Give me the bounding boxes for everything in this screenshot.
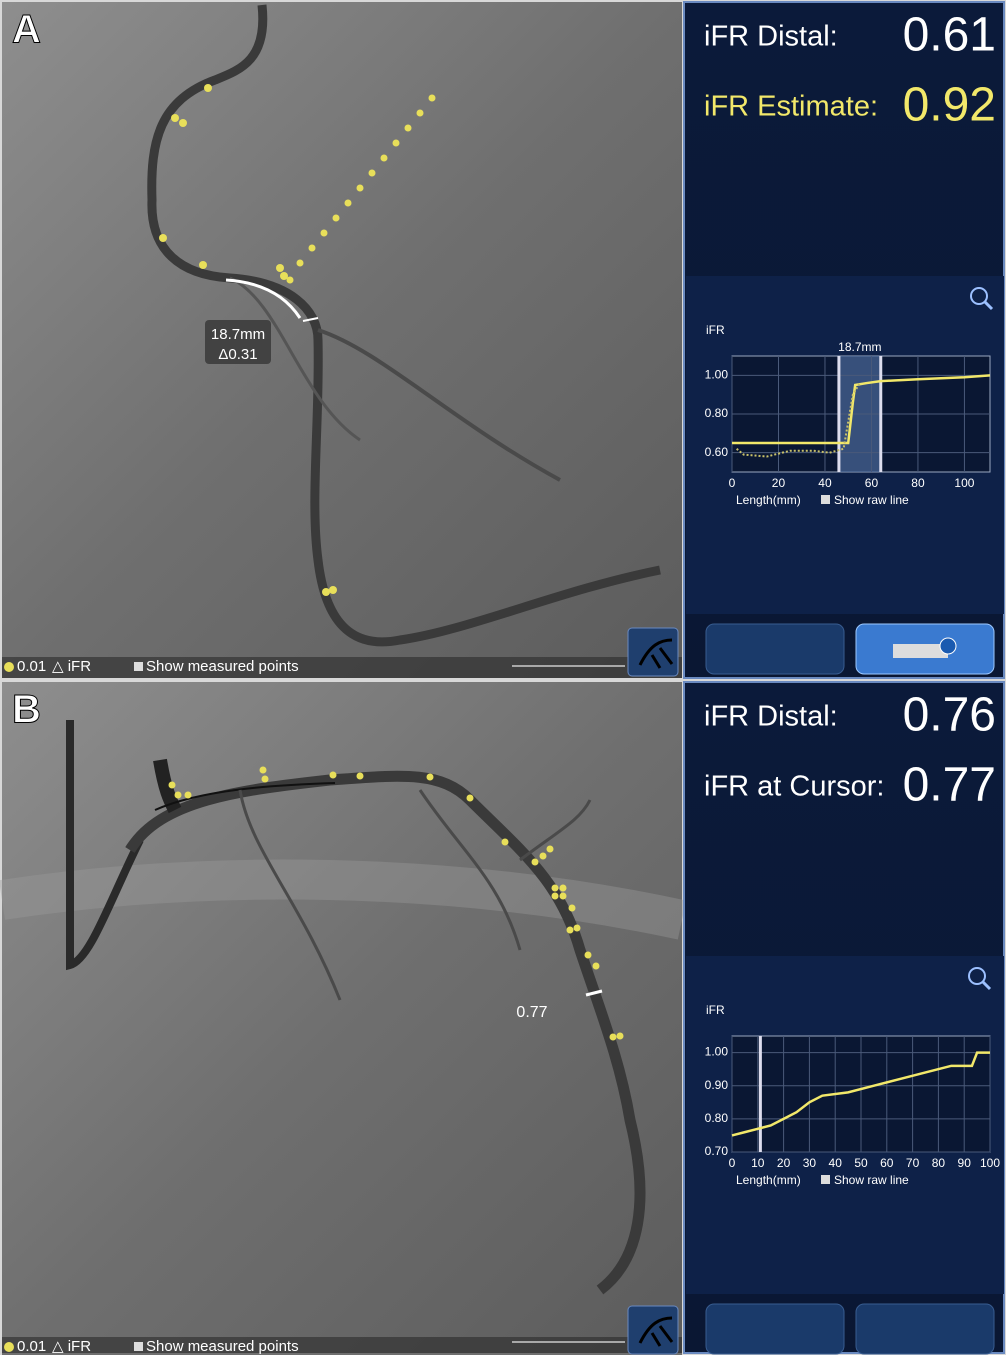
x-tick-label: 80	[911, 476, 925, 490]
metric-value: 0.92	[903, 79, 996, 132]
legend-value: 0.01	[17, 658, 46, 675]
measure-delta: Δ0.31	[218, 346, 257, 363]
metric-value: 0.61	[903, 9, 996, 62]
angiogram-a	[2, 2, 682, 678]
x-axis-label: Length(mm)	[736, 1173, 801, 1187]
legend-value: 0.01	[17, 1338, 46, 1355]
x-tick-label: 20	[772, 476, 786, 490]
x-tick-label: 10	[751, 1156, 765, 1170]
metric-label: iFR Distal:	[704, 21, 838, 53]
y-axis-label: iFR	[706, 323, 725, 337]
y-tick-label: 0.80	[705, 1111, 729, 1125]
y-tick-label: 1.00	[705, 368, 729, 382]
raw-toggle: Show raw line	[834, 1173, 909, 1187]
x-tick-label: 20	[777, 1156, 791, 1170]
x-tick-label: 100	[980, 1156, 1000, 1170]
cursor-value: 0.77	[516, 1004, 547, 1021]
y-tick-label: 0.70	[705, 1144, 729, 1158]
metric-label: iFR at Cursor:	[704, 771, 884, 803]
button[interactable]	[855, 1303, 995, 1355]
x-tick-label: 30	[803, 1156, 817, 1170]
x-tick-label: 50	[854, 1156, 868, 1170]
x-tick-label: 100	[954, 476, 974, 490]
metric-value: 0.76	[903, 689, 996, 742]
y-tick-label: 0.60	[705, 445, 729, 459]
y-tick-label: 1.00	[705, 1045, 729, 1059]
legend-label: △ iFR	[52, 1338, 91, 1355]
angiogram-b	[0, 682, 687, 1355]
x-tick-label: 90	[958, 1156, 972, 1170]
x-tick-label: 0	[729, 1156, 736, 1170]
metric-label: iFR Distal:	[704, 701, 838, 733]
raw-toggle: Show raw line	[834, 493, 909, 507]
y-tick-label: 0.80	[705, 406, 729, 420]
legend-toggle: Show measured points	[146, 658, 299, 675]
x-tick-label: 40	[818, 476, 832, 490]
series-line	[732, 374, 991, 445]
highlight-label: 18.7mm	[838, 340, 881, 354]
x-tick-label: 0	[729, 476, 736, 490]
legend-label: △ iFR	[52, 658, 91, 675]
checkbox	[821, 1175, 830, 1184]
legend-toggle: Show measured points	[146, 1338, 299, 1355]
side-panel-b	[683, 681, 1005, 1355]
metric-value: 0.77	[903, 759, 996, 812]
x-tick-label: 40	[829, 1156, 843, 1170]
x-tick-label: 60	[865, 476, 879, 490]
button[interactable]	[705, 1303, 845, 1355]
x-tick-label: 70	[906, 1156, 920, 1170]
y-axis-label: iFR	[706, 1003, 725, 1017]
x-axis-label: Length(mm)	[736, 493, 801, 507]
button[interactable]	[705, 623, 845, 675]
series-line	[731, 1051, 990, 1137]
panel-label: B	[12, 688, 41, 732]
measure-length: 18.7mm	[211, 326, 265, 343]
metric-label: iFR Estimate:	[704, 91, 878, 123]
y-tick-label: 0.90	[705, 1078, 729, 1092]
series-line	[736, 382, 861, 458]
x-tick-label: 80	[932, 1156, 946, 1170]
x-tick-label: 60	[880, 1156, 894, 1170]
panel-label: A	[12, 8, 41, 52]
checkbox	[821, 495, 830, 504]
